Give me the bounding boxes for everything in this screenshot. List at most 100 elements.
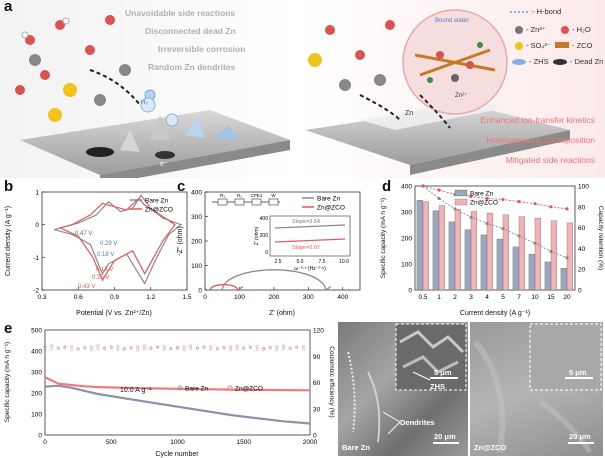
legend-zco: - ZCO <box>572 41 593 50</box>
inset-slope-zco: Slope=2.67 <box>292 245 320 251</box>
retention-point <box>421 184 425 188</box>
panel-a-label: a <box>4 0 13 15</box>
ce-point <box>142 344 146 348</box>
panel-b-label: b <box>4 178 14 195</box>
y-tick-label: 300 <box>401 210 412 217</box>
y2-tick-label: 120 <box>313 328 324 335</box>
y2-tick-label: 30 <box>313 406 321 413</box>
ce-point <box>169 347 173 351</box>
legend-swatch <box>454 189 468 197</box>
retention-point <box>533 241 537 245</box>
inset-slope-bare: Slope=3.54 <box>292 219 320 225</box>
ce-point <box>301 347 305 351</box>
ce-point <box>189 344 193 348</box>
series-zn-zco <box>209 283 244 292</box>
bar-znzco <box>438 205 445 291</box>
x-axis-label: Z' (ohm) <box>269 310 295 317</box>
x-tick-label: 4 <box>485 294 489 301</box>
legend-hbond: - H-bond <box>532 7 562 16</box>
ce-point <box>182 345 186 349</box>
ce-point <box>50 347 54 351</box>
retention-point <box>517 200 521 204</box>
sem-g-scale-inset: 5 μm <box>569 368 587 377</box>
capacity-series <box>44 384 311 425</box>
retention-point <box>453 207 457 211</box>
advantage-3: Mitigated side reactions <box>505 155 595 165</box>
x-tick-label: 0 <box>43 439 47 446</box>
series-bare-zn <box>53 194 183 285</box>
legend-marker <box>227 385 233 391</box>
y-tick-label: 100 <box>31 412 42 419</box>
sem-zn-zco-texture <box>472 323 602 454</box>
y-tick-label: 300 <box>191 214 202 221</box>
ce-point <box>136 345 140 349</box>
inset-x-tick-label: 7.5 <box>319 259 326 265</box>
inset-bound-water: Bound water <box>435 18 469 24</box>
bar-barezn <box>464 229 471 291</box>
left-zn-slab <box>20 110 290 175</box>
y2-tick-label: 60 <box>578 225 586 232</box>
ce-point <box>103 347 107 350</box>
y-tick-label: 400 <box>401 184 412 191</box>
y2-tick-label: 100 <box>578 184 589 191</box>
side-reaction-3: Irreversible corrosion <box>158 44 246 54</box>
ce-point <box>149 347 153 350</box>
legend-label: Bare Zn <box>317 196 341 203</box>
ce-point <box>129 346 133 350</box>
ce-point <box>89 348 93 352</box>
x-tick-label: 0.9 <box>110 294 119 301</box>
potential-gap-label: 0.43 V <box>78 284 95 290</box>
legend-swatch <box>454 198 468 206</box>
y2-axis-label: Coulombic efficiency (%) <box>328 346 335 417</box>
ce-point <box>96 347 100 351</box>
potential-gap-label: 0.29 V <box>100 241 117 247</box>
x-tick-label: 0.6 <box>74 294 83 301</box>
legend-dead-zn: - Dead Zn <box>570 57 604 66</box>
x-tick-label: 20 <box>563 294 571 301</box>
potential-gap-label: 0.47 V <box>75 231 92 237</box>
legend-label: Bare Zn <box>185 386 209 393</box>
inset-line-zco <box>274 238 346 243</box>
ce-point <box>83 346 87 350</box>
inset-y-tick-label: 200 <box>260 233 269 239</box>
bar-barezn <box>416 200 423 291</box>
inset-y-tick-label: 400 <box>260 216 269 222</box>
circuit-element <box>251 198 262 206</box>
bar-barezn <box>512 246 519 291</box>
legend-label: Zn@ZCO <box>317 205 345 212</box>
retention-point <box>549 205 553 209</box>
ce-point <box>222 346 226 350</box>
inset-line-bare <box>274 224 346 229</box>
sem-bare-zn: 5 μm 20 μm ZHS Dendrites Bare Zn <box>338 322 468 456</box>
x-tick-label: 0 <box>203 294 207 301</box>
ce-point <box>50 344 54 348</box>
capacity-series <box>44 376 311 392</box>
sem-f-scale-inset: 5 μm <box>434 368 452 377</box>
inset-x-label: ω⁻⁰·⁵ (Hz⁻⁰·⁵) <box>294 266 326 272</box>
y-tick-label: 200 <box>401 236 412 243</box>
legend-label: Zn@ZCO <box>235 386 263 393</box>
circuit-element-label: R₁ <box>220 193 225 198</box>
y-tick-label: 200 <box>31 391 42 398</box>
ce-point <box>288 347 292 350</box>
retention-point <box>533 202 537 206</box>
x-tick-label: 300 <box>303 294 314 301</box>
ce-point <box>255 345 259 348</box>
advantage-2: Homogeneous Zn deposition <box>486 135 595 145</box>
retention-point <box>501 227 505 231</box>
x-tick-label: 5 <box>501 294 505 301</box>
ce-point <box>142 347 146 351</box>
sem-bare-zn-texture <box>347 323 467 444</box>
ce-point <box>209 347 213 351</box>
potential-gap-label: 0.25 V <box>92 275 109 281</box>
series-zn-zco <box>59 197 176 282</box>
ce-point <box>70 345 73 348</box>
circuit-element-label: W <box>271 193 276 198</box>
retention-line <box>422 185 568 210</box>
y-tick-label: 500 <box>31 328 42 335</box>
y2-tick-label: 20 <box>578 267 586 274</box>
ce-point <box>242 347 246 350</box>
x-tick-label: 400 <box>337 294 348 301</box>
ce-point <box>275 345 279 349</box>
inset-y-label: Z' (ohm) <box>254 226 260 245</box>
